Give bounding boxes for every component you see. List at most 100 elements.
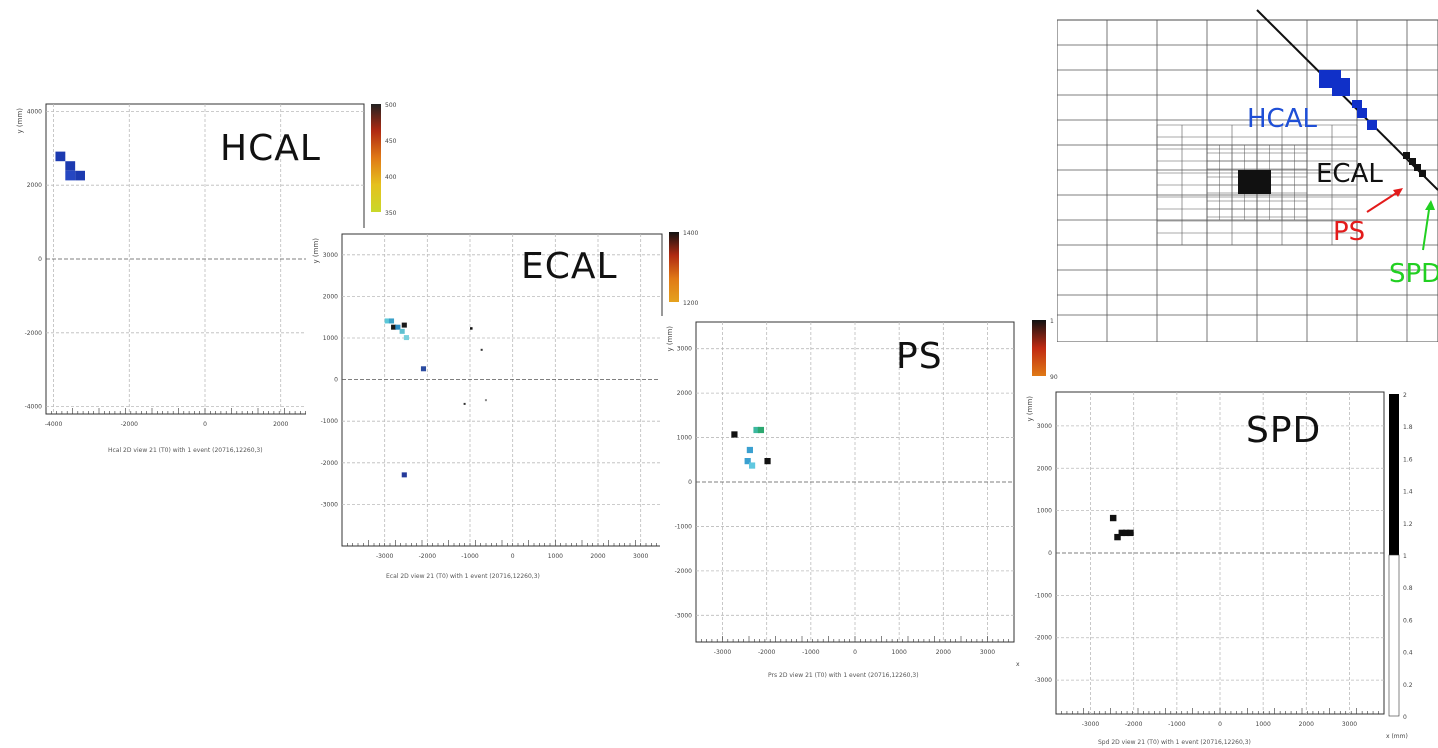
spd-palette-label: 2: [1403, 392, 1407, 399]
hcal-title: HCAL: [220, 128, 321, 169]
diagram-label-ps: PS: [1333, 217, 1365, 247]
ecal-palette-bar: [669, 232, 679, 302]
hcal-ytick-label: -4000: [25, 404, 43, 411]
ecal-cell: [399, 328, 405, 334]
spd-xtick-label: 3000: [1342, 721, 1357, 728]
diagram-label-ecal: ECAL: [1316, 159, 1383, 189]
ps-heatmap: -3000 -2000 -1000 0 1000 2000 3000 -3000 -2000 -1…: [666, 318, 1058, 668]
spd-ytick-label: 2000: [1037, 465, 1052, 472]
hcal-ytick-label: 4000: [27, 108, 42, 115]
spd-xtick-label: -3000: [1082, 721, 1100, 728]
spd-panel: -3000 -2000 -1000 0 1000 2000 3000 -3000 -2000 -1…: [1020, 384, 1438, 748]
ecal-panel: -3000 -2000 -1000 0 1000 2000 3000 -3000 -2000 -1…: [306, 228, 726, 588]
ecal-xtick-label: -2000: [419, 553, 437, 560]
hcal-ytick-label: 2000: [27, 182, 42, 189]
spd-cell: [1118, 529, 1126, 537]
ps-palette-label: 90: [1050, 374, 1058, 381]
hcal-ytick-label: -2000: [25, 330, 43, 337]
spd-xtick-label: -2000: [1125, 721, 1143, 728]
ps-cell: [744, 458, 751, 465]
ecal-ylabel: y (mm): [312, 238, 320, 264]
diagram-label-hcal: HCAL: [1247, 104, 1317, 134]
hcal-palette-label: 400: [385, 174, 397, 181]
spd-heatmap: -3000 -2000 -1000 0 1000 2000 3000 -3000 -2000 -1…: [1026, 391, 1413, 740]
spd-xlabel: x (mm): [1386, 733, 1408, 740]
spd-cell: [1109, 514, 1117, 522]
hcal-palette-label: 350: [385, 210, 397, 217]
hcal-cell: [75, 170, 85, 181]
ecal-cell: [403, 335, 409, 341]
diagram-label-spd: SPD: [1389, 259, 1438, 289]
ecal-xtick-label: 3000: [633, 553, 648, 560]
hcal-xtick-label: 2000: [273, 421, 288, 428]
ps-ytick-label: 2000: [677, 390, 692, 397]
ecal-ytick-label: -3000: [321, 501, 339, 508]
hcal-xtick-label: 0: [203, 421, 207, 428]
spd-cell: [1127, 529, 1134, 537]
ecal-xtick-label: 2000: [590, 553, 605, 560]
hcal-xtick-label: -2000: [121, 421, 139, 428]
spd-palette-label: 0.6: [1403, 617, 1413, 624]
hcal-xtick-label: -4000: [45, 421, 63, 428]
spd-cell: [1114, 533, 1121, 541]
ps-xtick-label: 2000: [936, 649, 951, 656]
ecal-palette-label: 1200: [683, 300, 698, 307]
ecal-cell: [463, 402, 466, 405]
ecal-xtick-label: -1000: [461, 553, 479, 560]
spd-cell: [1122, 529, 1130, 537]
detector-diagram: HCAL ECAL PS SPD: [1056, 0, 1438, 343]
hcal-ylabel: y (mm): [16, 108, 24, 134]
ecal-xtick-label: 1000: [548, 553, 563, 560]
ecal-cell: [395, 324, 401, 330]
ps-ytick-label: -2000: [675, 568, 693, 575]
spd-arrow: [1422, 202, 1431, 251]
ps-ytick-label: -1000: [675, 523, 693, 530]
spd-ytick-label: -3000: [1035, 677, 1053, 684]
spd-palette-label: 0.8: [1403, 585, 1413, 592]
ps-xtick-label: 0: [853, 649, 857, 656]
hcal-cell: [55, 151, 66, 162]
spd-palette-bar-low: [1388, 554, 1400, 717]
ecal-ytick-label: -2000: [321, 460, 339, 467]
spd-xtick-label: 2000: [1299, 721, 1314, 728]
ecal-hit: [1403, 152, 1410, 159]
ps-arrow-head: [1393, 188, 1403, 197]
detector-grid: HCAL ECAL PS SPD: [1056, 9, 1438, 343]
ps-cell: [753, 426, 760, 434]
spd-ytick-label: 0: [1048, 550, 1052, 557]
ps-xtick-label: 3000: [980, 649, 995, 656]
spd-palette-label: 1.2: [1403, 521, 1413, 528]
spd-palette-label: 1.6: [1403, 456, 1413, 463]
spd-palette-label: 1.8: [1403, 424, 1413, 431]
ps-title: PS: [896, 336, 943, 377]
ecal-cell: [480, 348, 483, 351]
ecal-ytick-label: -1000: [321, 418, 339, 425]
hcal-hit: [1367, 120, 1377, 130]
spd-xtick-label: 0: [1218, 721, 1222, 728]
hcal-cell: [65, 161, 76, 171]
hcal-hit: [1332, 78, 1350, 96]
spd-palette-bar: [1389, 394, 1399, 555]
hcal-ytick-label: 0: [38, 256, 42, 263]
hcal-palette-bar: [371, 104, 381, 212]
ecal-cell: [401, 472, 407, 478]
spd-palette-label: 0.4: [1403, 650, 1413, 657]
detector-hits: [1319, 70, 1426, 177]
spd-palette-label: 0.2: [1403, 682, 1413, 689]
spd-caption: Spd 2D view 21 (T0) with 1 event (20716,…: [1098, 739, 1251, 746]
ecal-ytick-label: 0: [334, 377, 338, 384]
ecal-cell: [401, 322, 407, 328]
ecal-cell: [470, 327, 473, 330]
spd-title: SPD: [1246, 410, 1322, 451]
ps-cell: [757, 426, 765, 434]
ps-cell: [764, 458, 771, 465]
ecal-xtick-label: -3000: [376, 553, 394, 560]
spd-ytick-label: 1000: [1037, 508, 1052, 515]
ps-arrow: [1366, 189, 1402, 213]
hcal-palette-label: 500: [385, 102, 397, 109]
ecal-cell: [388, 318, 395, 324]
ecal-cell: [391, 324, 397, 330]
particle-track-line: [1256, 9, 1438, 191]
spd-ytick-label: 3000: [1037, 423, 1052, 430]
ps-ytick-label: 0: [688, 479, 692, 486]
